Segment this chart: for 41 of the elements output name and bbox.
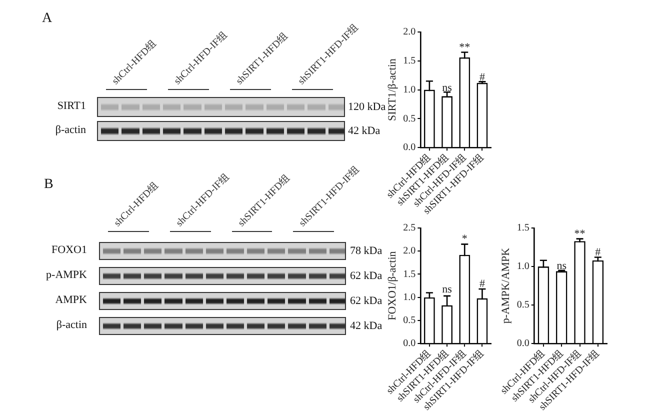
y-axis-title: p-AMPK/AMPK	[500, 248, 512, 324]
annotation: ns	[442, 82, 452, 94]
category-label: 120 kDa	[348, 101, 386, 113]
category-label: β-actin	[55, 124, 86, 136]
text: B	[44, 177, 54, 192]
y-tick-label: 0.0	[516, 338, 530, 350]
y-tick-label: 1.0	[403, 292, 416, 303]
y-tick-label: 2.0	[403, 26, 416, 38]
y-axis-title: FOXO1/β-actin	[386, 250, 398, 320]
category-label: 42 kDa	[348, 125, 380, 137]
y-tick-label: 0.5	[403, 113, 416, 124]
annotation: *	[462, 232, 468, 245]
y-tick-label: 1.0	[403, 84, 416, 96]
y-tick-label: 0.0	[403, 142, 416, 154]
annotation: ns	[442, 284, 452, 296]
y-tick-label: 1.5	[403, 56, 416, 67]
y-tick-label: 2.0	[403, 246, 416, 257]
annotation: **	[574, 228, 586, 240]
category-label: 62 kDa	[350, 270, 382, 282]
y-tick-label: 0.5	[403, 315, 416, 326]
annotation: #	[479, 278, 486, 290]
category-label: 78 kDa	[350, 245, 382, 257]
y-tick-label: 1.5	[516, 222, 530, 234]
category-label: FOXO1	[52, 244, 87, 256]
y-tick-label: 1.5	[403, 268, 416, 280]
y-axis-title: SIRT1/β-actin	[386, 58, 398, 121]
y-tick-label: 0.0	[403, 338, 416, 350]
annotation: ns	[556, 260, 566, 272]
y-tick-label: 1.0	[516, 261, 530, 272]
y-tick-label: 0.5	[516, 300, 530, 311]
annotation: **	[459, 41, 470, 54]
annotation: #	[595, 246, 602, 259]
category-label: 62 kDa	[350, 295, 382, 307]
text: A	[42, 11, 52, 26]
category-label: p-AMPK	[46, 269, 87, 281]
annotation: #	[479, 72, 486, 84]
category-label: SIRT1	[57, 100, 86, 112]
category-label: AMPK	[55, 294, 87, 306]
y-tick-label: 2.5	[403, 222, 416, 234]
category-label: 42 kDa	[350, 320, 382, 332]
category-label: β-actin	[56, 319, 87, 331]
